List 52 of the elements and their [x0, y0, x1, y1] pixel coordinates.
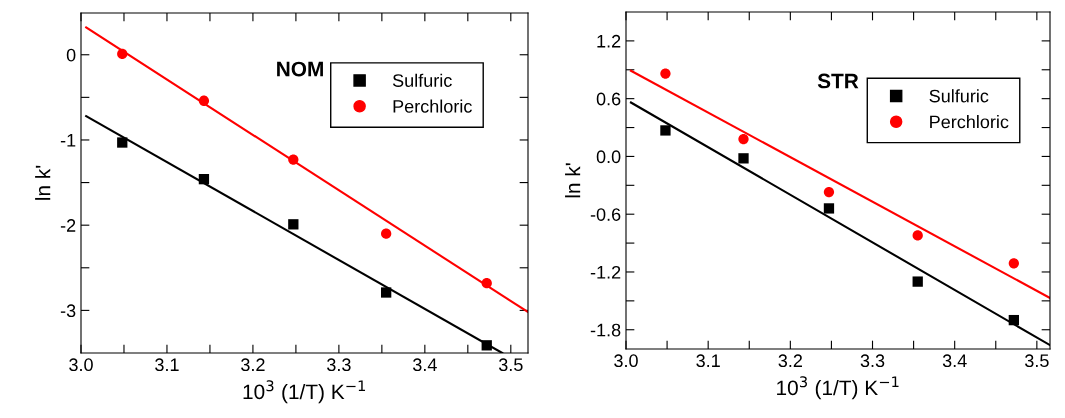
- y-tick-label: -1.8: [590, 323, 621, 337]
- point: [738, 133, 749, 145]
- point: [198, 174, 210, 185]
- x-tick-label: 3.3: [327, 358, 351, 372]
- y-tick-label: 0.6: [596, 92, 621, 106]
- y-tick-label: -1: [60, 134, 76, 147]
- legend-label: Perchloric: [393, 99, 472, 113]
- x-tick-label: 3.5: [1024, 354, 1049, 368]
- y-tick-label: -0.6: [590, 208, 621, 221]
- legend-label: Perchloric: [930, 115, 1009, 129]
- point: [288, 219, 299, 230]
- y-axis-title: ln k': [565, 163, 581, 198]
- x-axis-title: 10$^{3}$ (1/T) K$^{−1}$: [243, 380, 366, 404]
- x-tick-label: 3.0: [614, 354, 638, 368]
- x-tick-label: 3.4: [412, 358, 437, 372]
- point: [481, 340, 492, 351]
- x-tick-label: 3.1: [696, 354, 720, 368]
- y-tick-label: -1.2: [590, 265, 621, 279]
- point: [117, 48, 128, 60]
- x-axis-title: 10$^{3}$ (1/T) K$^{−1}$: [777, 376, 899, 400]
- x-tick-label: 3.1: [155, 358, 179, 372]
- point: [381, 228, 392, 239]
- point: [660, 125, 671, 136]
- annotation: STR: [817, 73, 859, 89]
- point: [1008, 258, 1019, 269]
- point: [198, 95, 210, 106]
- y-tick-label: 0: [66, 48, 76, 62]
- y-tick-label: -2: [60, 219, 76, 232]
- point: [738, 153, 749, 164]
- y-axis-title: ln k': [35, 165, 51, 200]
- x-tick-label: 3.2: [241, 358, 265, 372]
- point: [481, 277, 492, 289]
- legend-label: Sulfuric: [929, 89, 989, 103]
- point: [381, 287, 392, 298]
- x-tick-label: 3.2: [778, 354, 802, 368]
- point: [1008, 314, 1019, 326]
- point: [823, 203, 835, 214]
- point: [912, 276, 923, 287]
- legend-label: Sulfuric: [392, 73, 452, 87]
- x-tick-label: 3.4: [942, 354, 967, 368]
- point: [823, 186, 835, 198]
- point: [660, 68, 671, 79]
- x-tick-label: 3.3: [860, 354, 885, 368]
- point: [912, 230, 923, 241]
- x-tick-label: 3.0: [69, 358, 93, 372]
- annotation: NOM: [277, 61, 323, 77]
- x-tick-label: 3.5: [498, 358, 523, 372]
- point: [288, 154, 299, 165]
- y-tick-label: -3: [60, 304, 76, 318]
- y-tick-label: 0.0: [596, 150, 621, 164]
- y-tick-label: 1.2: [597, 34, 621, 48]
- point: [117, 137, 128, 148]
